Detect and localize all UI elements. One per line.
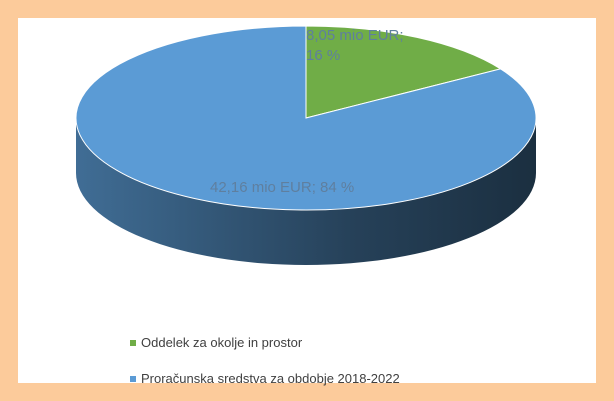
data-label: 42,16 mio EUR; 84 % [210, 179, 355, 196]
data-label: 8,05 mio EUR; 16 % [306, 27, 404, 64]
legend-swatch [130, 375, 136, 382]
legend-label: Oddelek za okolje in prostor [141, 335, 303, 350]
pie-side [76, 118, 536, 265]
legend-item: Proračunska sredstva za obdobje 2018-202… [130, 371, 400, 386]
legend-label: Proračunska sredstva za obdobje 2018-202… [141, 371, 400, 386]
legend-item: Oddelek za okolje in prostor [130, 335, 302, 350]
legend-swatch [130, 339, 136, 346]
pie-slice [305, 25, 502, 119]
chart [75, 25, 537, 265]
pie-slice [75, 25, 537, 211]
chart-area: 8,05 mio EUR; 16 % 42,16 mio EUR; 84 % Odd… [18, 18, 596, 386]
